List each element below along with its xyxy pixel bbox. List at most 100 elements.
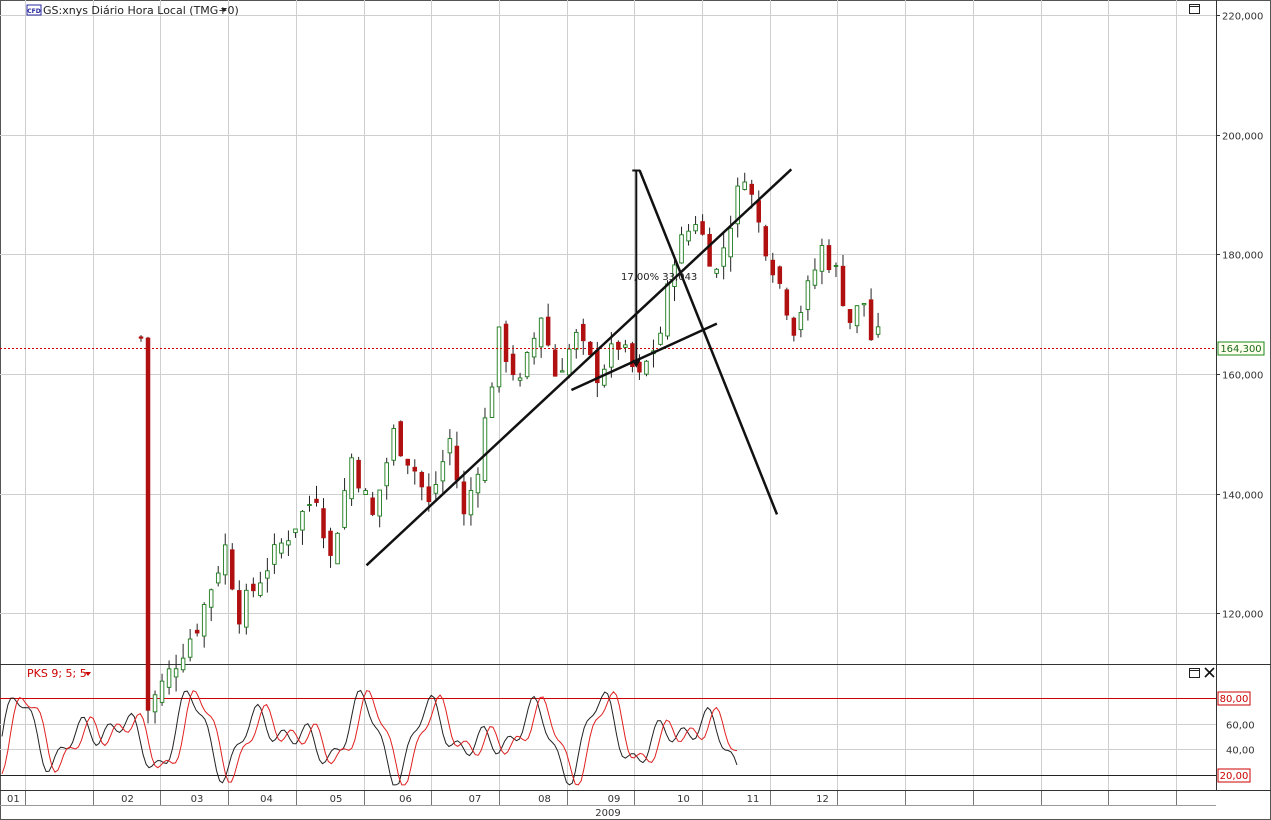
candle [145, 336, 151, 724]
price-tick-label: 160,000 [1222, 371, 1263, 382]
candle [363, 488, 368, 495]
level-20-badge: 20,00 [1217, 768, 1251, 783]
chevron-down-icon[interactable] [221, 8, 227, 12]
measure-arrow-head [632, 359, 641, 368]
candle [819, 238, 825, 285]
candle [847, 309, 853, 330]
price-gridlines [0, 0, 1216, 664]
candle [482, 407, 488, 484]
price-tick-label: 180,000 [1222, 251, 1263, 262]
candle [251, 577, 256, 598]
drawn-trendlines[interactable] [365, 168, 793, 567]
year-label: 2009 [595, 808, 620, 819]
candle [279, 538, 284, 559]
measure-label: 17,00% 33,043 [621, 272, 697, 283]
candle [335, 532, 340, 565]
candle [265, 557, 270, 593]
cfd-badge-label: CFD [27, 8, 41, 15]
candle [644, 359, 649, 377]
candle [405, 458, 411, 475]
trendline[interactable] [570, 322, 718, 392]
candle [152, 690, 158, 724]
trendline[interactable] [638, 170, 779, 515]
indicator-gridlines [0, 665, 1216, 805]
candle [398, 420, 403, 457]
candle [826, 239, 832, 273]
month-tick-label: 02 [121, 794, 134, 805]
candle [630, 341, 635, 373]
month-tick-label: 06 [399, 794, 412, 805]
candle [293, 528, 298, 538]
month-tick-label: 01 [7, 794, 20, 805]
maximize-indicator-pane-icon[interactable] [1189, 668, 1200, 678]
candle [377, 489, 382, 528]
candle [356, 456, 361, 493]
candle [742, 172, 747, 191]
level-20-label: 20,00 [1220, 771, 1249, 782]
candle [159, 673, 165, 706]
candle [307, 495, 312, 512]
candle [321, 498, 326, 549]
close-indicator-icon[interactable] [1204, 667, 1215, 678]
price-tick-label: 140,000 [1222, 491, 1263, 502]
price-tick-label: 220,000 [1222, 12, 1263, 23]
indicator-header[interactable]: PKS 9; 5; 5 [27, 667, 91, 680]
current-price-badge: 164,300 [1217, 341, 1265, 356]
candle [861, 303, 867, 317]
month-tick-label: 10 [677, 794, 690, 805]
cfd-badge [26, 4, 42, 16]
price-tick-label: 200,000 [1222, 132, 1263, 143]
candle [244, 583, 249, 635]
candle [665, 280, 670, 340]
candle [623, 339, 628, 353]
candle [833, 262, 839, 278]
candle [349, 453, 354, 506]
month-tick-label: 09 [608, 794, 621, 805]
candle [658, 326, 663, 346]
month-tick-label: 08 [538, 794, 551, 805]
candle [412, 459, 418, 485]
price-tick-label: 120,000 [1222, 610, 1263, 621]
level-80-badge: 80,00 [1217, 691, 1251, 706]
candle [805, 275, 811, 321]
candle [812, 258, 818, 290]
stoch-d-line [1, 690, 738, 786]
candle [370, 491, 375, 517]
candle [552, 344, 558, 377]
candle [545, 303, 551, 347]
candle [258, 571, 263, 598]
candle [566, 343, 572, 379]
candle [384, 457, 389, 500]
candle [447, 429, 453, 466]
candle [475, 467, 481, 508]
candle [230, 543, 235, 591]
chart-header[interactable]: CFD GS:xnys Diário Hora Local (TMG+0) [26, 4, 239, 17]
month-tick-label: 05 [330, 794, 343, 805]
candle [433, 471, 439, 500]
candle [300, 510, 305, 545]
candle [735, 177, 740, 238]
candle [314, 485, 319, 507]
price-axis: 120,000 140,000 160,000 180,000 200,000 220,0… [1216, 12, 1263, 621]
trendline[interactable] [365, 168, 793, 567]
chevron-down-icon[interactable] [85, 672, 91, 676]
candle [749, 179, 754, 209]
level-80-label: 80,00 [1220, 694, 1249, 705]
indicator-tick-label: 60,00 [1226, 721, 1255, 732]
candle [784, 287, 790, 321]
candle [419, 470, 425, 501]
measure-tool[interactable]: 17,00% 33,043 [621, 169, 697, 368]
candle [616, 340, 621, 360]
candle [138, 335, 144, 342]
candle [714, 267, 719, 278]
candle [503, 320, 509, 373]
candle [489, 382, 495, 418]
current-price-label: 164,300 [1220, 344, 1261, 355]
candle [342, 478, 347, 530]
candle [686, 223, 691, 246]
candle [531, 332, 537, 365]
indicator-title: PKS 9; 5; 5 [27, 667, 87, 680]
maximize-price-pane-icon[interactable] [1189, 4, 1200, 14]
month-tick-label: 04 [260, 794, 273, 805]
